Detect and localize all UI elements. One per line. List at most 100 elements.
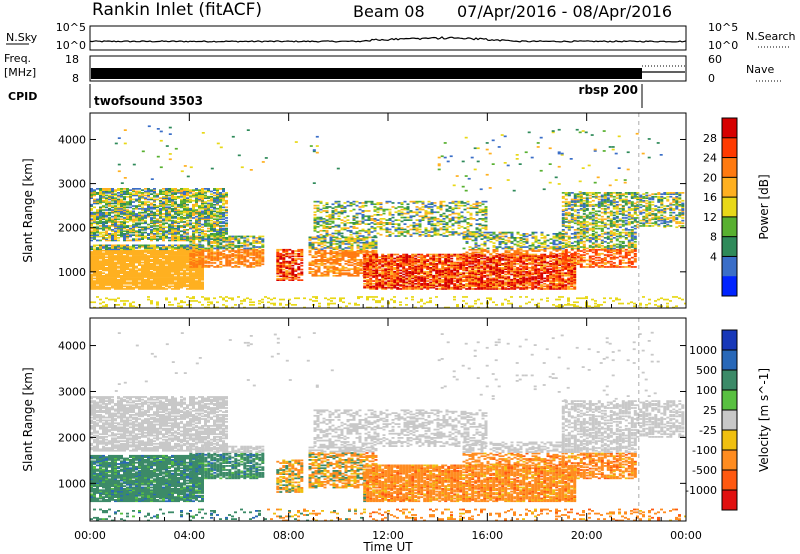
power-cell: [144, 237, 147, 239]
power-cell: [171, 276, 174, 278]
power-cell: [162, 248, 165, 251]
power-cell: [204, 206, 207, 209]
power-cell: [189, 189, 192, 191]
power-cell: [165, 274, 168, 277]
power-cell: [186, 201, 189, 203]
power-cell: [314, 269, 318, 272]
power-cell: [141, 235, 144, 238]
power-cell: [192, 240, 196, 243]
power-cell: [144, 221, 147, 223]
power-cell: [276, 258, 280, 260]
power-cell: [447, 267, 451, 269]
power-cell: [447, 270, 451, 273]
power-cell: [388, 231, 392, 233]
power-cell: [432, 259, 436, 261]
power-cell: [210, 226, 213, 229]
power-cell: [123, 251, 126, 253]
power-cell: [90, 219, 93, 222]
power-cell: [297, 258, 301, 260]
power-cell: [364, 202, 368, 204]
power-cell: [213, 255, 217, 258]
power-cell: [186, 198, 189, 201]
power-cell: [129, 206, 132, 209]
power-cell: [90, 251, 93, 253]
power-cell: [99, 248, 102, 251]
power-cell: [207, 260, 211, 263]
power-cell: [258, 260, 262, 263]
power-cell: [171, 188, 174, 190]
power-cell: [204, 190, 207, 193]
power-cell: [159, 282, 162, 285]
power-cell: [322, 222, 326, 224]
power-cell: [325, 233, 329, 236]
power-cell: [198, 284, 201, 286]
power-cell: [117, 280, 120, 282]
power-cell: [317, 267, 321, 269]
power-cell: [177, 222, 180, 225]
power-cell: [379, 220, 383, 223]
power-cell: [317, 274, 321, 277]
power-cell: [329, 247, 333, 249]
power-cell: [320, 273, 324, 276]
power-cell: [390, 277, 394, 280]
power-cell: [255, 237, 259, 239]
power-cell: [126, 225, 129, 227]
power-cell: [381, 259, 385, 261]
power-cell: [132, 265, 135, 268]
power-cell: [362, 249, 366, 252]
power-cell: [228, 242, 232, 244]
power-cell: [334, 218, 338, 220]
power-cell: [147, 285, 150, 288]
power-cell: [453, 280, 457, 282]
power-cell: [174, 211, 177, 214]
power-cell: [291, 259, 295, 262]
power-cell: [297, 250, 301, 252]
power-cell: [216, 203, 219, 206]
power-cell: [144, 211, 147, 214]
power-cell: [381, 284, 385, 286]
power-cell: [96, 192, 99, 194]
power-cell: [276, 278, 280, 280]
power-cell: [435, 257, 439, 260]
power-cell: [252, 242, 256, 244]
power-cell: [415, 229, 419, 232]
power-cell: [376, 211, 380, 214]
power-cell: [162, 284, 165, 286]
power-cell: [132, 188, 135, 190]
power-cell: [198, 256, 202, 259]
power-cell: [165, 280, 168, 282]
power-cell: [240, 237, 244, 239]
power-cell: [216, 193, 219, 195]
power-cell: [183, 225, 186, 227]
power-cell: [123, 270, 126, 273]
power-cell: [108, 235, 111, 238]
power-cell: [108, 225, 111, 227]
power-cell: [129, 203, 132, 206]
power-cell: [120, 213, 123, 215]
power-cell: [156, 286, 159, 289]
power-cell: [102, 286, 105, 289]
power-cell: [219, 195, 222, 198]
power-cell: [294, 258, 298, 260]
power-cell: [90, 239, 93, 242]
power-cell: [183, 284, 186, 286]
power-cell: [198, 195, 201, 198]
power-cell: [117, 249, 120, 252]
power-cell: [402, 278, 406, 281]
power-cell: [417, 281, 421, 284]
power-cell: [126, 215, 129, 218]
power-cell: [444, 263, 448, 265]
power-cell: [316, 220, 320, 223]
power-cell: [337, 233, 341, 236]
power-cell: [120, 192, 123, 194]
power-cell: [308, 247, 312, 249]
power-cell: [132, 198, 135, 201]
power-cell: [192, 217, 195, 219]
power-cell: [325, 202, 329, 204]
power-cell: [105, 251, 108, 253]
power-cell: [451, 228, 455, 231]
power-cell: [385, 202, 389, 204]
power-cell: [406, 212, 410, 215]
power-cell: [105, 256, 108, 259]
power-cell: [219, 197, 222, 199]
